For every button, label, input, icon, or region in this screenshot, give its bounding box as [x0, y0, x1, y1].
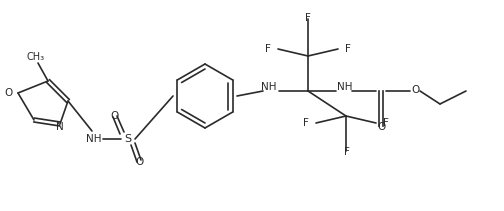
Text: F: F [345, 44, 351, 54]
Text: F: F [305, 13, 311, 23]
Text: O: O [110, 111, 118, 121]
Text: O: O [5, 88, 13, 98]
Text: F: F [344, 147, 350, 157]
Text: O: O [135, 157, 143, 167]
Text: F: F [303, 118, 309, 128]
Text: NH: NH [337, 82, 353, 92]
Text: CH₃: CH₃ [27, 52, 45, 62]
Text: O: O [378, 122, 386, 132]
Text: O: O [411, 85, 419, 95]
Text: S: S [124, 134, 132, 144]
Text: N: N [56, 122, 64, 132]
Text: NH: NH [261, 82, 277, 92]
Text: NH: NH [86, 134, 102, 144]
Text: F: F [265, 44, 271, 54]
Text: F: F [383, 118, 389, 128]
